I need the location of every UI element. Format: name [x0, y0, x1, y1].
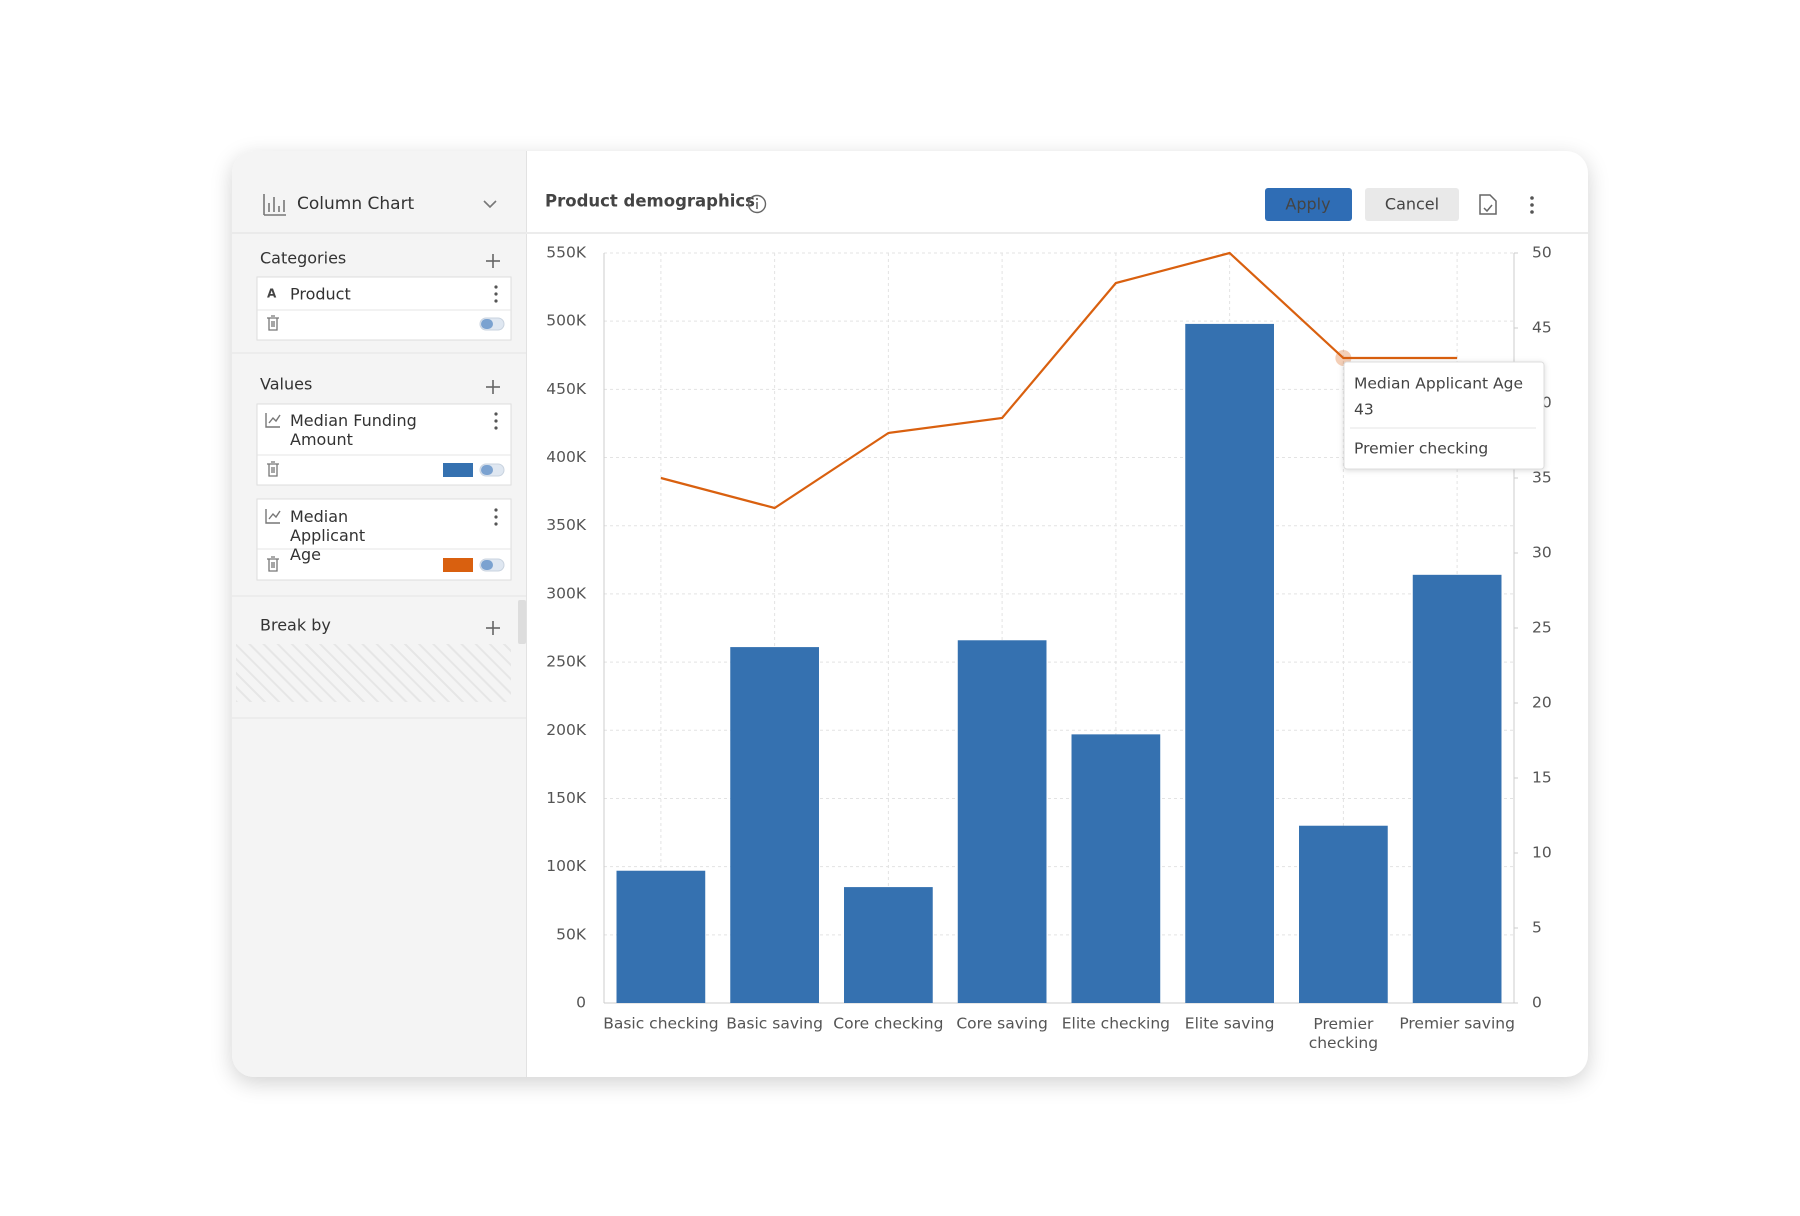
apply-button[interactable] — [1265, 188, 1352, 221]
color-swatch[interactable] — [443, 558, 473, 572]
kebab — [494, 412, 498, 430]
add-button[interactable] — [486, 380, 500, 394]
export-icon[interactable] — [1479, 194, 1497, 215]
y-tick-label: 400K — [546, 448, 587, 466]
y2-tick-label: 30 — [1532, 544, 1552, 562]
kebab — [494, 508, 498, 526]
section-title: Categories — [260, 249, 346, 268]
bar — [1185, 323, 1274, 1004]
x-tick-label: Premier saving — [1399, 1015, 1515, 1033]
bar — [1299, 825, 1388, 1003]
field-name: Product — [290, 285, 351, 304]
cancel-button[interactable] — [1365, 188, 1459, 221]
y-tick-label: 500K — [546, 312, 587, 330]
tooltip-category: Premier checking — [1354, 440, 1488, 458]
bar — [1412, 574, 1502, 1003]
bar — [730, 647, 819, 1003]
x-tick-label: Elite checking — [1062, 1015, 1170, 1033]
apply-label: Apply — [1285, 195, 1330, 214]
x-tick-label: Basic saving — [726, 1015, 823, 1033]
y-tick-label: 550K — [546, 244, 587, 262]
y-tick-label: 200K — [546, 721, 587, 739]
bar — [616, 870, 706, 1003]
more-menu[interactable] — [1530, 196, 1534, 214]
toggle-knob — [481, 319, 493, 329]
y-tick-label: 450K — [546, 380, 587, 398]
chart-type: Column Chart — [297, 194, 415, 214]
y-tick-label: 250K — [546, 653, 587, 671]
y2-tick-label: 5 — [1532, 919, 1542, 937]
x-tick-label: Premier checking — [1309, 1015, 1378, 1052]
drop-zone[interactable] — [236, 644, 511, 702]
info-icon[interactable] — [747, 194, 767, 214]
line-icon — [265, 509, 281, 524]
text-icon: A — [267, 287, 277, 301]
bar — [957, 640, 1047, 1003]
kebab — [494, 285, 498, 303]
toggle-knob — [481, 560, 493, 570]
y2-tick-label: 45 — [1532, 319, 1552, 337]
field-name: Median Funding Amount — [290, 411, 417, 449]
x-tick-label: Core saving — [956, 1015, 1048, 1033]
trash-icon[interactable] — [267, 461, 279, 477]
line — [660, 251, 1458, 510]
chart-type-selector[interactable]: Column Chart — [263, 194, 497, 216]
y2-tick-label: 50 — [1532, 244, 1552, 262]
bar — [1071, 734, 1161, 1003]
y-tick-label: 150K — [546, 789, 587, 807]
x-tick-label: Core checking — [833, 1015, 943, 1033]
tooltip-value: 43 — [1354, 401, 1374, 419]
y2-tick-label: 15 — [1532, 769, 1552, 787]
y-tick-label: 350K — [546, 516, 587, 534]
field-card — [256, 276, 512, 341]
y-tick-label: 50K — [556, 925, 587, 943]
chart-title: Product demographics — [545, 192, 755, 211]
add-button[interactable] — [486, 254, 500, 268]
y2-tick-label: 0 — [1532, 994, 1542, 1012]
trash-icon[interactable] — [267, 556, 279, 572]
collapse-handle[interactable] — [518, 600, 526, 644]
add-button[interactable] — [486, 621, 500, 635]
y2-tick-label: 20 — [1532, 694, 1552, 712]
section-title: Values — [260, 375, 312, 394]
x-tick-label: Elite saving — [1185, 1015, 1275, 1033]
y-tick-label: 100K — [546, 857, 587, 875]
tooltip-series: Median Applicant Age — [1354, 375, 1523, 393]
field-name: Median Applicant Age — [290, 507, 365, 564]
y-tick-label: 300K — [546, 584, 587, 602]
y-tick-label: 0 — [576, 994, 586, 1012]
tooltip: Median Applicant Age 43 Premier checking — [1343, 361, 1545, 470]
toggle-knob — [481, 465, 493, 475]
section-title: Break by — [260, 616, 331, 635]
y2-tick-label: 10 — [1532, 844, 1552, 862]
cancel-label: Cancel — [1385, 195, 1439, 214]
line-icon — [265, 413, 281, 428]
bar — [844, 887, 933, 1003]
y2-tick-label: 35 — [1532, 469, 1552, 487]
color-swatch[interactable] — [443, 463, 473, 477]
x-tick-label: Basic checking — [603, 1015, 718, 1033]
y2-tick-label: 25 — [1532, 619, 1552, 637]
trash-icon[interactable] — [267, 315, 279, 331]
